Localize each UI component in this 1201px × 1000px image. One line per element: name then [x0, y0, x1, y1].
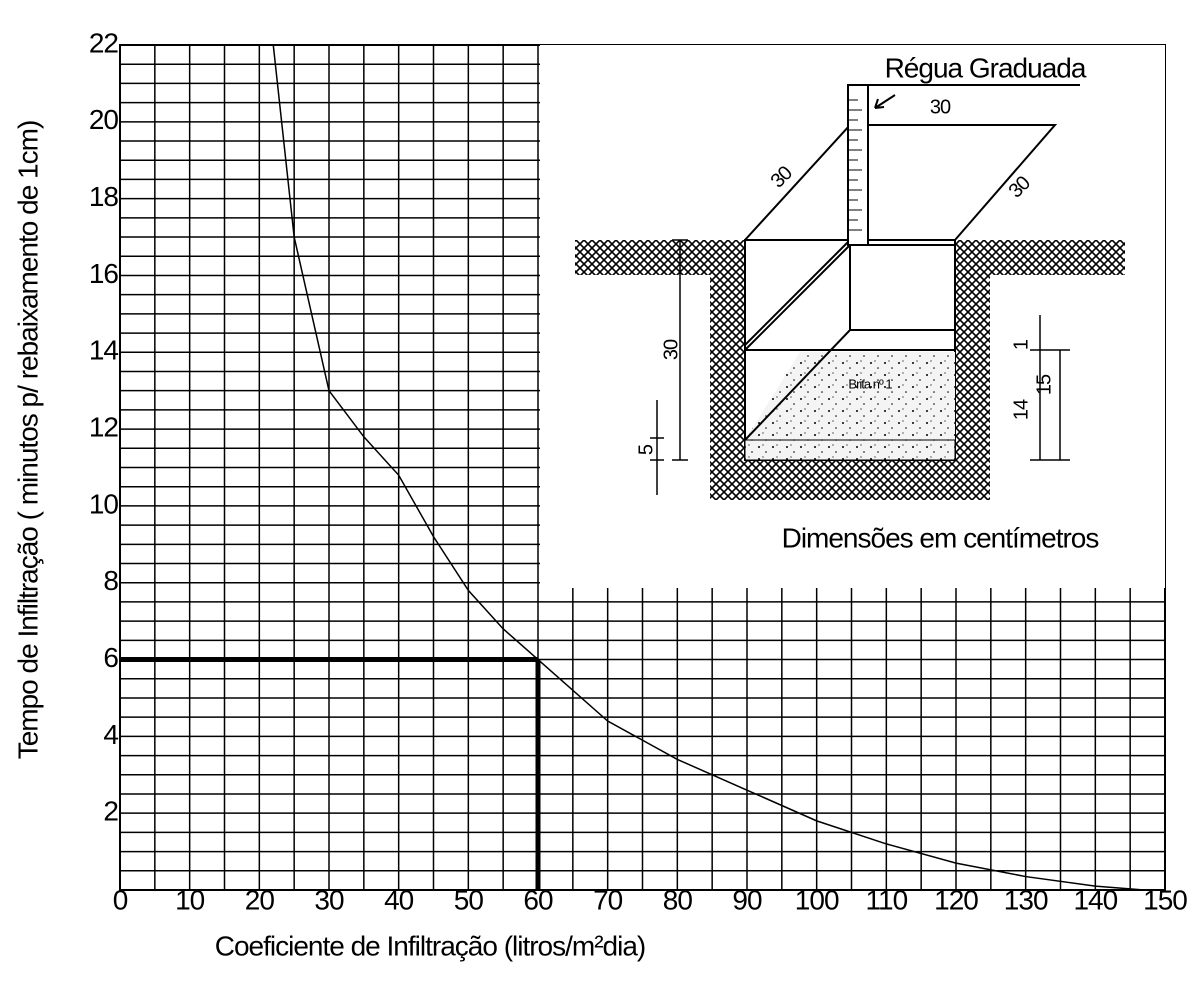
x-tick-label: 90 [732, 884, 762, 915]
x-tick-label: 30 [314, 884, 344, 915]
ruler [848, 85, 868, 245]
x-axis-title: Coeficiente de Infiltração (litros/m²dia… [215, 930, 646, 961]
y-tick-label: 12 [89, 411, 119, 442]
page: Coeficiente de Infiltração (litros/m²dia… [0, 0, 1201, 1000]
x-tick-label: 50 [454, 884, 484, 915]
y-tick-label: 10 [89, 488, 119, 519]
y-tick-label: 6 [103, 642, 118, 673]
dimension-label: 14 [1010, 399, 1032, 420]
y-tick-label: 4 [103, 719, 118, 750]
units-note: Dimensões em centímetros [782, 522, 1099, 553]
x-tick-label: 120 [934, 884, 978, 915]
y-tick-label: 2 [103, 796, 118, 827]
y-tick-label: 18 [89, 181, 119, 212]
x-tick-label: 100 [795, 884, 839, 915]
x-tick-label: 80 [663, 884, 693, 915]
x-tick-label: 140 [1073, 884, 1117, 915]
x-tick-label: 150 [1143, 884, 1187, 915]
ruler-label: Régua Graduada [885, 52, 1087, 83]
dimension-label: 5 [635, 444, 657, 455]
y-tick-label: 16 [89, 258, 119, 289]
dimension-label: 15 [1033, 374, 1055, 395]
bottom-layer [745, 440, 955, 460]
dimension-label: 30 [660, 339, 682, 360]
chart: Coeficiente de Infiltração (litros/m²dia… [0, 0, 1201, 995]
x-tick-label: 0 [113, 884, 128, 915]
x-tick-label: 130 [1004, 884, 1048, 915]
x-tick-label: 10 [175, 884, 205, 915]
x-tick-label: 20 [245, 884, 275, 915]
dimension-label: 1 [1010, 339, 1032, 350]
dimension-label: 30 [930, 96, 951, 118]
y-axis-title: Tempo de Infiltração ( minutos p/ rebaix… [12, 121, 43, 760]
inset-diagram: Régua Graduada 30 30 30 30 5 1 14 15 Bri… [540, 45, 1165, 588]
y-tick-label: 20 [89, 104, 119, 135]
x-tick-label: 110 [866, 884, 908, 915]
x-tick-label: 40 [384, 884, 414, 915]
y-tick-label: 22 [89, 27, 119, 58]
y-tick-label: 14 [89, 335, 119, 366]
pit-bottom [710, 460, 990, 500]
x-tick-label: 70 [593, 884, 623, 915]
gravel-label: Brita nº 1 [848, 376, 892, 391]
y-tick-label: 8 [103, 565, 118, 596]
